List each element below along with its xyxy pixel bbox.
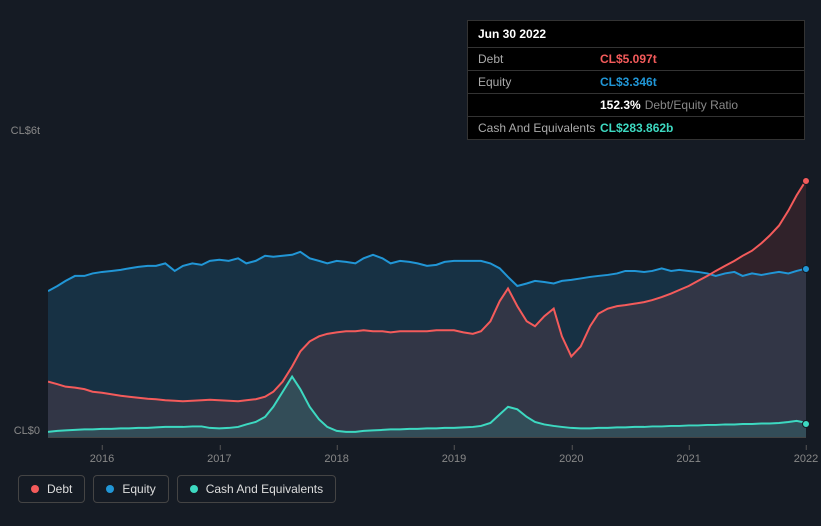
x-axis-tick: 2019 xyxy=(442,453,466,465)
tooltip-row-label: Equity xyxy=(478,75,600,89)
legend-item-debt[interactable]: Debt xyxy=(18,475,85,503)
x-axis-tick: 2022 xyxy=(794,453,818,465)
legend-item-equity[interactable]: Equity xyxy=(93,475,168,503)
legend-item-cash-and-equivalents[interactable]: Cash And Equivalents xyxy=(177,475,336,503)
tooltip-row-label: Debt xyxy=(478,52,600,66)
chart-container: CL$6t CL$0 2016201720182019202020212022 … xyxy=(18,125,808,495)
chart-plot-area[interactable] xyxy=(48,135,806,438)
y-axis-label-max: CL$6t xyxy=(0,125,40,137)
tooltip-row: DebtCL$5.097t xyxy=(468,47,804,70)
legend-label: Equity xyxy=(122,482,155,496)
tooltip-row-value: CL$5.097t xyxy=(600,52,657,66)
y-axis-label-min: CL$0 xyxy=(0,425,40,437)
chart-tooltip: Jun 30 2022 DebtCL$5.097tEquityCL$3.346t… xyxy=(467,20,805,140)
series-end-marker xyxy=(802,177,810,185)
tooltip-row: 152.3%Debt/Equity Ratio xyxy=(468,93,804,116)
tooltip-row-value: CL$3.346t xyxy=(600,75,657,89)
legend-dot-icon xyxy=(190,485,198,493)
legend-dot-icon xyxy=(106,485,114,493)
x-axis-tick: 2016 xyxy=(90,453,114,465)
legend-dot-icon xyxy=(31,485,39,493)
tooltip-row: EquityCL$3.346t xyxy=(468,70,804,93)
x-axis-tick: 2020 xyxy=(559,453,583,465)
tooltip-row-label: Cash And Equivalents xyxy=(478,121,600,135)
tooltip-row-value: CL$283.862b xyxy=(600,121,673,135)
tooltip-row: Cash And EquivalentsCL$283.862b xyxy=(468,116,804,139)
x-axis-tick: 2017 xyxy=(207,453,231,465)
legend-label: Debt xyxy=(47,482,72,496)
x-axis-tick: 2021 xyxy=(676,453,700,465)
chart-legend: Debt Equity Cash And Equivalents xyxy=(18,475,336,503)
tooltip-ratio: 152.3%Debt/Equity Ratio xyxy=(600,98,738,112)
tooltip-date: Jun 30 2022 xyxy=(468,21,804,47)
legend-label: Cash And Equivalents xyxy=(206,482,323,496)
x-axis-tick: 2018 xyxy=(324,453,348,465)
x-axis: 2016201720182019202020212022 xyxy=(48,445,806,465)
tooltip-row-label xyxy=(478,98,600,112)
series-end-marker xyxy=(802,265,810,273)
series-end-marker xyxy=(802,420,810,428)
